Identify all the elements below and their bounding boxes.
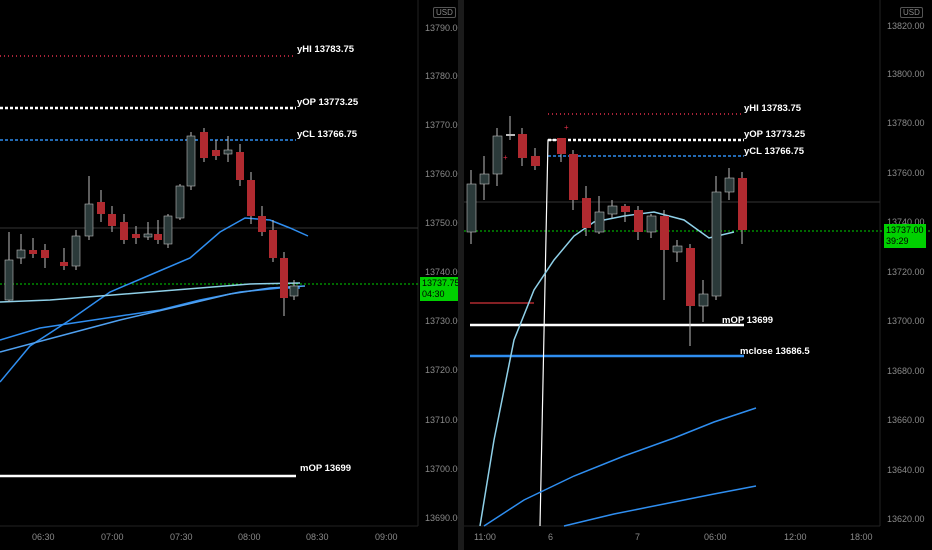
x-tick: 07:30: [170, 532, 193, 542]
right-chart-pane[interactable]: yHI 13783.75 yOP 13773.25 yCL 13766.75 m…: [464, 0, 932, 550]
ma-line-slow: [0, 285, 306, 353]
x-tick: 08:00: [238, 532, 261, 542]
y-tick: 13710.00: [425, 415, 458, 425]
currency-badge[interactable]: USD: [900, 7, 923, 18]
y-tick: 13660.00: [887, 415, 925, 425]
x-tick: 06:30: [32, 532, 55, 542]
y-tick: 13640.00: [887, 465, 925, 475]
y-tick: 13760.00: [425, 169, 458, 179]
x-tick: 07:00: [101, 532, 124, 542]
current-price-badge: 13737.00 39:29: [884, 224, 926, 248]
y-tick: 13740.00: [887, 217, 925, 227]
y-tick: 13770.00: [425, 120, 458, 130]
x-tick: 08:30: [306, 532, 329, 542]
x-tick: 06:00: [704, 532, 727, 542]
x-tick: 18:00: [850, 532, 873, 542]
y-tick: 13690.00: [425, 513, 458, 523]
level-label-yop: yOP 13773.25: [744, 129, 806, 140]
level-label-mop: mOP 13699: [722, 315, 773, 326]
x-tick: 09:00: [375, 532, 398, 542]
pane-divider[interactable]: [458, 0, 464, 550]
current-price-value: 13737.75: [422, 278, 458, 288]
level-label-ycl: yCL 13766.75: [744, 146, 805, 157]
level-label-yop: yOP 13773.25: [297, 97, 359, 108]
currency-badge[interactable]: USD: [433, 7, 456, 18]
x-tick: 12:00: [784, 532, 807, 542]
left-chart-pane[interactable]: yHI 13783.75 yOP 13773.25 yCL 13766.75 m…: [0, 0, 458, 550]
ma-line-mid: [483, 407, 757, 527]
y-tick: 13740.00: [425, 267, 458, 277]
ma-line-light: [479, 211, 735, 527]
bar-countdown: 04:30: [422, 289, 445, 299]
y-tick: 13800.00: [887, 69, 925, 79]
bar-countdown: 39:29: [886, 236, 909, 246]
svg-text:+: +: [564, 123, 569, 132]
x-tick: 7: [635, 532, 640, 542]
y-tick: 13750.00: [425, 218, 458, 228]
y-tick: 13700.00: [425, 464, 458, 474]
ma-line-fast: [0, 217, 309, 383]
candles: [466, 116, 747, 346]
level-label-mop: mOP 13699: [300, 463, 351, 474]
y-tick: 13760.00: [887, 168, 925, 178]
ma-line-slow: [563, 485, 757, 527]
level-label-yhi: yHI 13783.75: [297, 44, 355, 55]
y-tick: 13620.00: [887, 514, 925, 524]
current-price-value: 13737.00: [886, 225, 924, 235]
x-tick: 6: [548, 532, 553, 542]
y-tick: 13780.00: [425, 71, 458, 81]
right-chart-canvas[interactable]: yHI 13783.75 yOP 13773.25 yCL 13766.75 m…: [464, 0, 932, 550]
y-tick: 13780.00: [887, 118, 925, 128]
y-tick: 13680.00: [887, 366, 925, 376]
y-tick: 13700.00: [887, 316, 925, 326]
y-tick: 13720.00: [425, 365, 458, 375]
left-chart-canvas[interactable]: yHI 13783.75 yOP 13773.25 yCL 13766.75 m…: [0, 0, 458, 550]
ma-line-light: [0, 282, 301, 303]
y-tick: 13720.00: [887, 267, 925, 277]
ma-line-mid: [0, 287, 300, 341]
candles: [4, 128, 299, 316]
y-tick: 13820.00: [887, 21, 925, 31]
level-label-yhi: yHI 13783.75: [744, 103, 802, 114]
current-price-badge: 13737.75 04:30: [420, 277, 458, 301]
level-label-ycl: yCL 13766.75: [297, 129, 358, 140]
svg-text:+: +: [503, 153, 508, 162]
level-label-mclose: mclose 13686.5: [740, 346, 810, 357]
y-tick: 13730.00: [425, 316, 458, 326]
x-tick: 11:00: [474, 532, 496, 542]
y-tick: 13790.00: [425, 23, 458, 33]
